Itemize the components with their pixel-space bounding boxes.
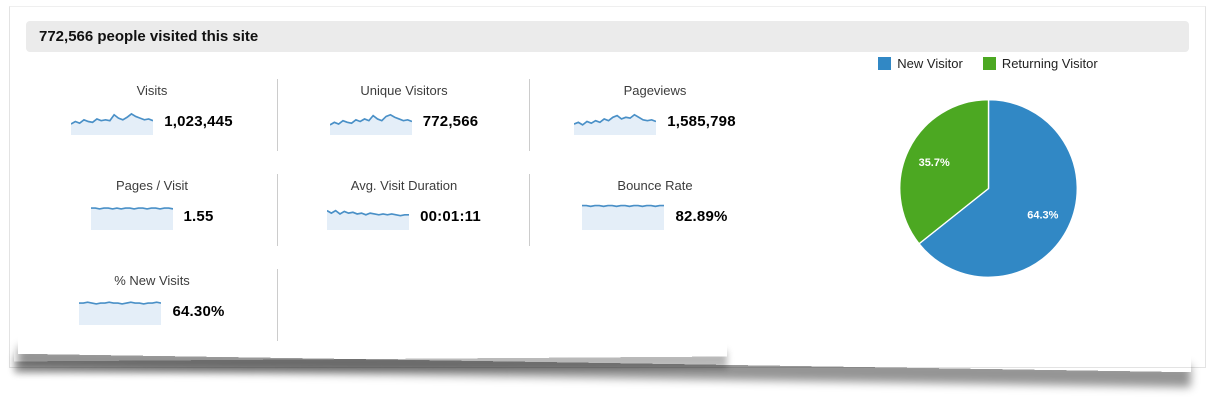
pie-slice-label: 35.7% [918, 157, 949, 169]
pageviews-sparkline [574, 113, 657, 135]
legend-item-new-visitor[interactable]: New Visitor [878, 56, 963, 71]
metric-value: 1,023,445 [164, 113, 233, 130]
visitor-type-pie-chart[interactable]: 64.3% 35.7% [897, 97, 1080, 280]
pie-slice-label: 64.3% [1027, 209, 1058, 221]
metric-label: Visits [136, 83, 168, 98]
metric-value: 1.55 [183, 208, 214, 225]
visits-sparkline [71, 112, 154, 135]
metric-value: 1,585,798 [667, 113, 736, 130]
metric-value: 64.30% [172, 303, 225, 320]
metric-label: Avg. Visit Duration [350, 178, 458, 193]
metric-label: % New Visits [114, 273, 190, 288]
metric-value: 772,566 [422, 113, 479, 130]
pages-per-visit-sparkline [90, 207, 173, 230]
metric-pages-per-visit[interactable]: Pages / Visit 1.55 [26, 164, 278, 259]
new-visitor-swatch-icon [878, 56, 892, 70]
metric-bounce-rate[interactable]: Bounce Rate 82.89% [530, 164, 780, 259]
metric-label: Pages / Visit [115, 178, 189, 193]
metric-avg-visit-duration[interactable]: Avg. Visit Duration 00:01:11 [278, 164, 530, 259]
page-title: 772,566 people visited this site [26, 21, 1189, 52]
legend-label: New Visitor [897, 55, 963, 71]
legend-label: Returning Visitor [1001, 55, 1098, 71]
visitor-type-panel: New Visitor Returning Visitor 64.3% 35.7% [823, 55, 1153, 285]
metric-value: 82.89% [675, 208, 728, 225]
pie-chart-wrap: 64.3% 35.7% [823, 97, 1153, 285]
metric-label: Pageviews [623, 83, 687, 98]
overview-card: 772,566 people visited this site Visits … [9, 6, 1206, 368]
pie-legend: New Visitor Returning Visitor [823, 55, 1153, 71]
pie-slice-returning-visitor[interactable] [898, 99, 989, 245]
empty-cell [278, 259, 530, 354]
metric-value: 00:01:11 [420, 208, 481, 225]
metric-label: Bounce Rate [617, 178, 693, 193]
percent-new-visits-sparkline [79, 301, 162, 325]
metric-pageviews[interactable]: Pageviews 1,585,798 [530, 69, 780, 164]
unique-visitors-sparkline [329, 113, 412, 135]
metrics-grid: Visits 1,023,445 Unique Visitors 772,566… [26, 69, 780, 354]
returning-visitor-swatch-icon [982, 56, 996, 70]
empty-cell [530, 259, 780, 354]
metric-visits[interactable]: Visits 1,023,445 [26, 69, 278, 164]
bounce-rate-sparkline [582, 204, 665, 230]
avg-visit-duration-sparkline [327, 209, 410, 230]
pie-slice-new-visitor[interactable] [917, 99, 1078, 278]
metric-label: Unique Visitors [360, 83, 448, 98]
metric-unique-visitors[interactable]: Unique Visitors 772,566 [278, 69, 530, 164]
legend-item-returning-visitor[interactable]: Returning Visitor [982, 55, 1098, 71]
metric-percent-new-visits[interactable]: % New Visits 64.30% [26, 259, 278, 354]
